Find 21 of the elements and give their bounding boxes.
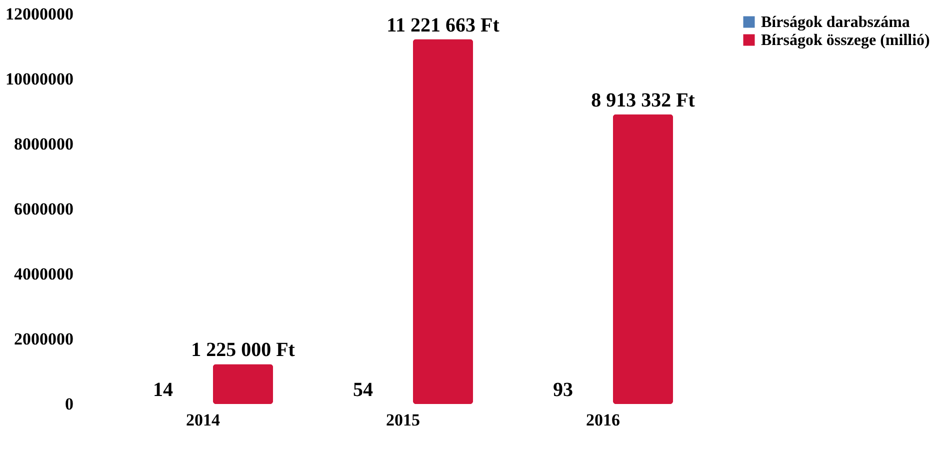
data-label: 8 913 332 Ft xyxy=(591,89,696,112)
data-label: 1 225 000 Ft xyxy=(191,339,296,362)
x-tick-label: 2015 xyxy=(386,410,420,430)
y-tick-label: 4000000 xyxy=(14,264,74,284)
y-tick-label: 0 xyxy=(65,394,74,414)
legend-label: Bírságok darabszáma xyxy=(761,14,910,31)
y-tick-label: 6000000 xyxy=(14,200,74,218)
x-tick-label: 2016 xyxy=(586,410,620,430)
data-label: 14 xyxy=(153,379,173,401)
bar xyxy=(213,364,273,404)
y-tick-label: 2000000 xyxy=(14,330,74,348)
data-label: 54 xyxy=(353,379,373,401)
bar xyxy=(613,114,673,404)
x-tick-label: 2014 xyxy=(186,410,220,430)
legend-label: Bírságok összege (millió) xyxy=(761,32,930,49)
data-label: 93 xyxy=(553,378,573,401)
y-tick-label: 8000000 xyxy=(14,134,74,154)
bar xyxy=(413,39,473,404)
data-label: 11 221 663 Ft xyxy=(386,14,500,36)
y-tick-label: 10000000 xyxy=(6,70,74,88)
y-tick-label: 12000000 xyxy=(6,4,74,24)
